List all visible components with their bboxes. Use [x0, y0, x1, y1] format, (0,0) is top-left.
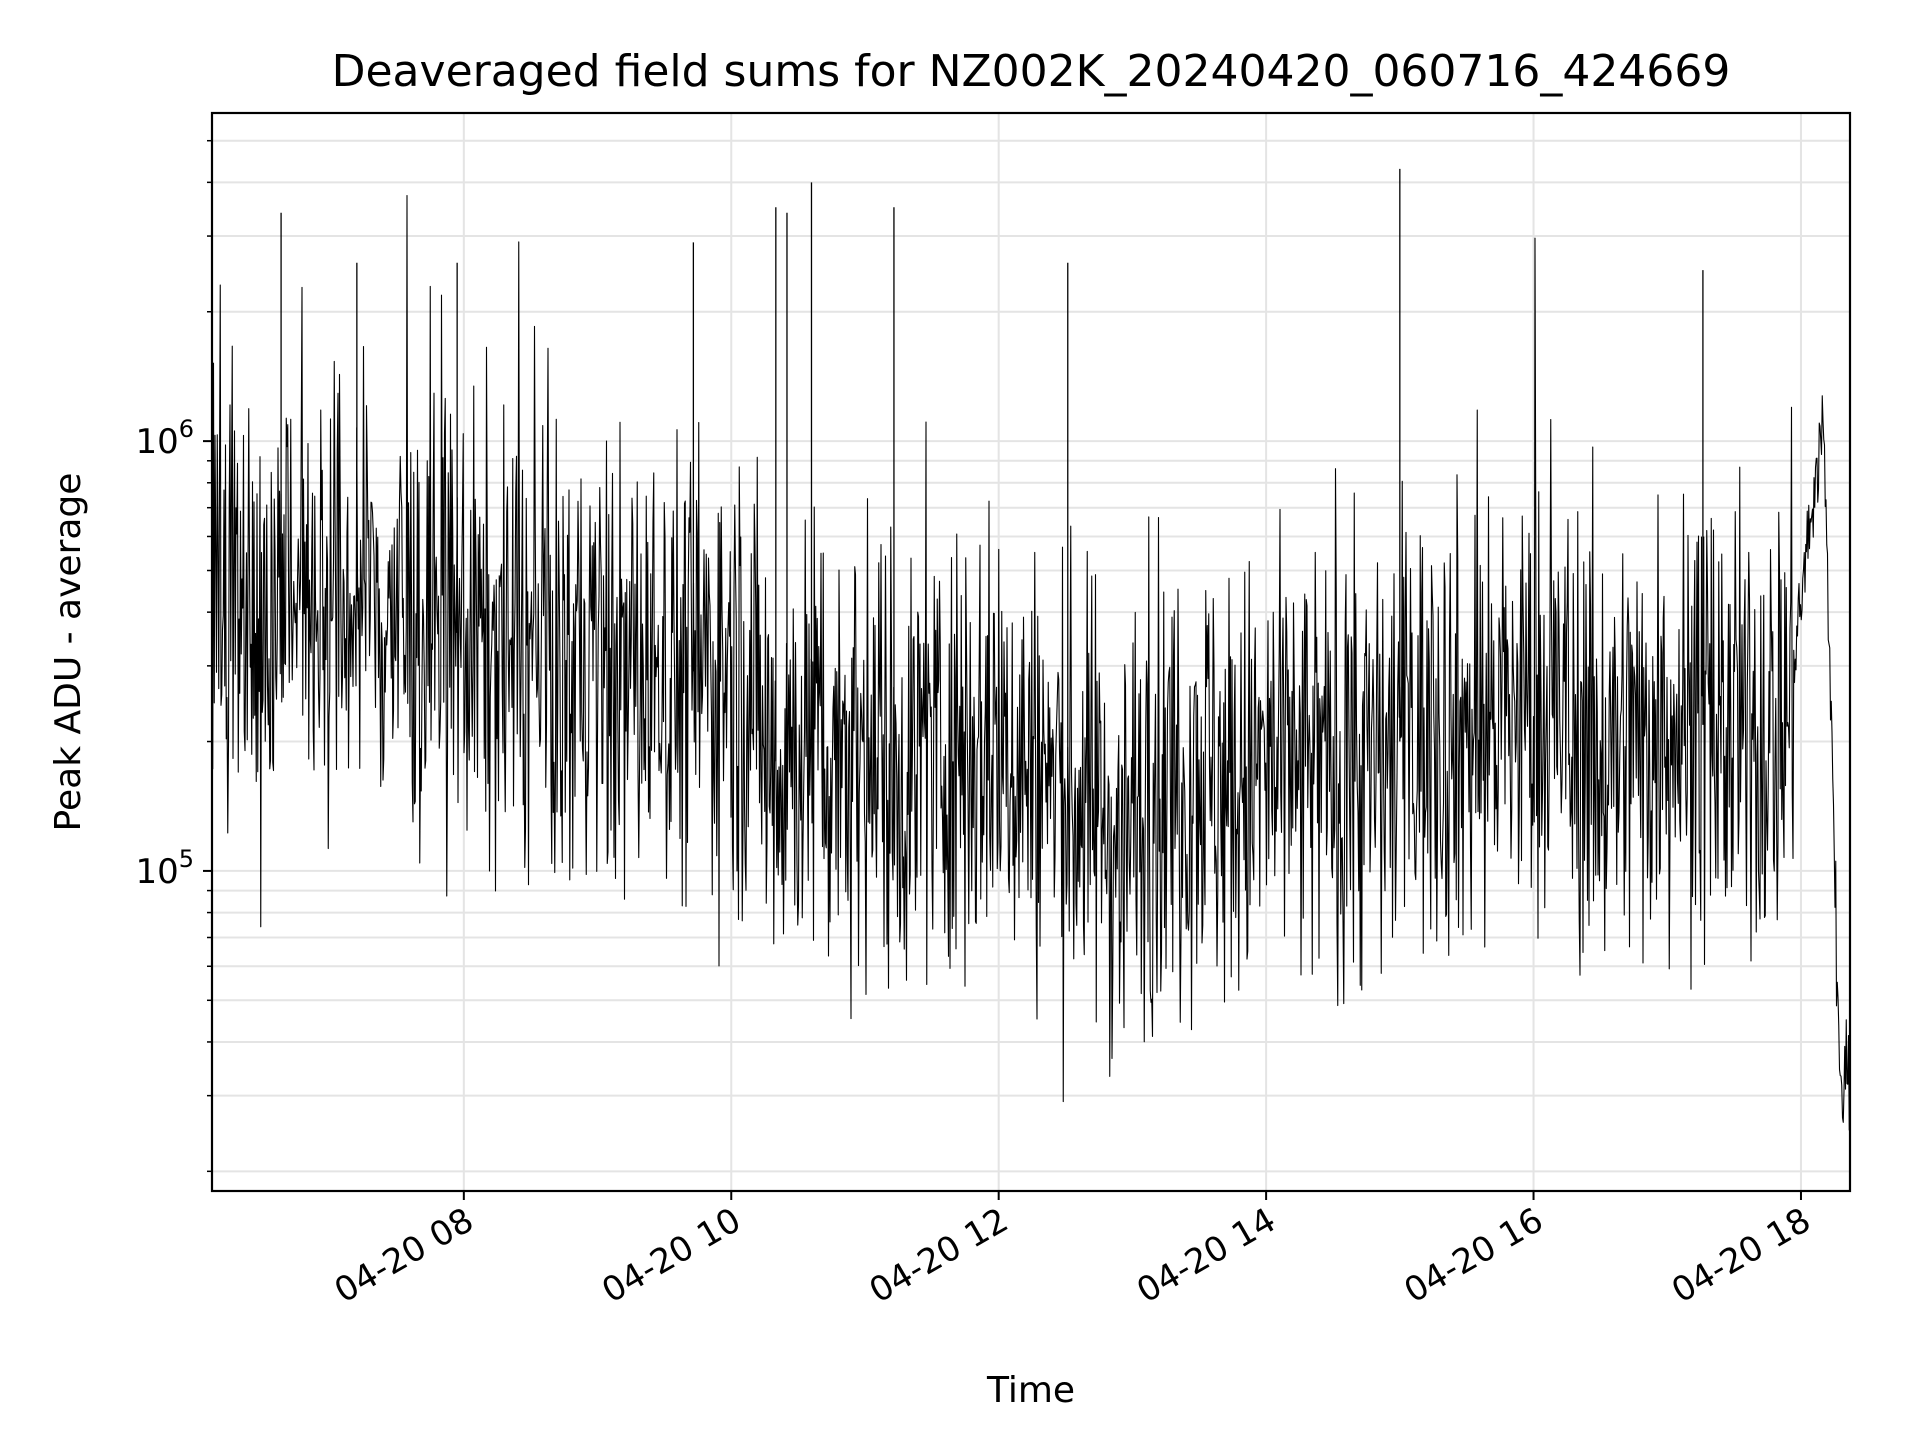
x-tick-label: 04-20 16: [1398, 1200, 1550, 1311]
y-tick-label: 106: [135, 415, 194, 462]
plot-frame: [210, 111, 1852, 1193]
y-axis-label: Peak ADU - average: [48, 473, 89, 832]
x-tick-label: 04-20 18: [1665, 1200, 1817, 1311]
x-tick-label: 04-20 12: [863, 1200, 1015, 1311]
x-tick-label: 04-20 10: [595, 1200, 747, 1311]
data-series-line: [211, 194, 1851, 1131]
y-tick-label: 105: [135, 845, 194, 892]
x-tick-label: 04-20 08: [328, 1200, 480, 1311]
chart-title: Deaveraged field sums for NZ002K_2024042…: [332, 46, 1731, 97]
x-tick-label: 04-20 14: [1130, 1200, 1282, 1311]
x-axis-label: Time: [986, 1370, 1075, 1411]
data-layer: [211, 168, 1851, 1131]
